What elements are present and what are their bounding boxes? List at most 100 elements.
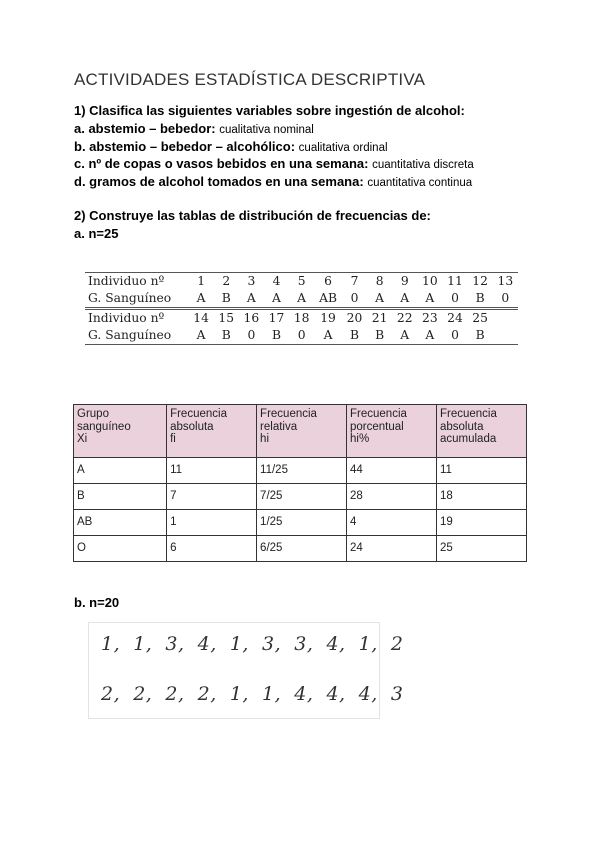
row-label: Individuo nº	[85, 272, 189, 290]
section-2-heading: 2) Construye las tablas de distribución …	[74, 208, 431, 223]
table-cell: 28	[346, 483, 437, 510]
raw-row: Individuo nº 1 2 3 4 5 6 7 8 9 10 11 12 13	[85, 272, 518, 290]
raw-cell: 14	[188, 307, 214, 327]
frequency-table: Grupo sanguíneo Xi Frecuencia absoluta fi Frec…	[72, 404, 528, 562]
variable-type: cuantitativa continua	[367, 176, 473, 189]
variable-name: a. abstemio – bebedor:	[74, 121, 216, 136]
raw-cell: B	[367, 327, 393, 345]
raw-cell: A	[314, 327, 342, 345]
raw-data-image-b: 1, 1, 3, 4, 1, 3, 3, 4, 1, 2 2, 2, 2, 2,…	[88, 622, 403, 719]
table-cell: 11	[166, 457, 258, 484]
header-line: Frecuencia	[439, 408, 497, 420]
raw-cell: 7	[341, 272, 368, 290]
raw-cell: 20	[341, 307, 368, 327]
table-row: O 6 6/25 24 25	[72, 535, 528, 562]
raw-cell: A	[392, 327, 418, 345]
empty-cell	[492, 327, 518, 345]
variable-name: c. nº de copas o vasos bebidos en una se…	[74, 156, 369, 171]
raw-cell: 0	[350, 291, 359, 305]
raw-cell: 10	[417, 272, 443, 290]
table-row: AB 1 1/25 4 19	[72, 509, 528, 536]
table-cell: 6	[166, 535, 258, 562]
table-cell: 1	[166, 509, 258, 536]
table-cell: 25	[435, 535, 528, 562]
raw-cell: 19	[314, 307, 342, 327]
header-line: absoluta	[170, 420, 214, 433]
raw-cell: B	[467, 327, 493, 345]
empty-cell	[492, 307, 518, 327]
section-1-heading: 1) Clasifica las siguientes variables so…	[74, 103, 465, 118]
column-header: Frecuencia absoluta fi	[166, 404, 258, 458]
table-row: B 7 7/25 28 18	[72, 483, 528, 510]
part-b-label: b. n=20	[74, 595, 120, 610]
raw-cell: 6	[314, 272, 342, 290]
raw-cell: B	[213, 327, 239, 345]
page-title: ACTIVIDADES ESTADÍSTICA DESCRIPTIVA	[74, 70, 426, 89]
raw-cell: 0	[501, 291, 510, 305]
variable-type: cualitativa ordinal	[298, 141, 388, 154]
table-cell: 1/25	[256, 509, 348, 536]
variable-name: b. abstemio – bebedor – alcohólico:	[74, 138, 296, 154]
raw-cell: A	[188, 327, 214, 345]
raw-cell: A	[425, 291, 435, 305]
header-line: relativa	[260, 420, 298, 433]
raw-cell: AB	[319, 291, 338, 305]
header-line: Frecuencia	[170, 408, 227, 420]
raw-cell: A	[272, 291, 281, 305]
table-cell: 7/25	[256, 483, 348, 510]
column-header: Frecuencia absoluta acumulada	[435, 404, 528, 458]
row-label: Individuo nº	[85, 307, 189, 327]
header-line: Xi	[77, 433, 88, 445]
header-line: Frecuencia	[350, 408, 407, 420]
variable-type: cuantitativa discreta	[372, 159, 474, 171]
table-cell: 44	[346, 457, 437, 484]
raw-cell: 9	[392, 272, 418, 290]
table-cell: 24	[346, 535, 437, 562]
raw-cell: A	[417, 327, 443, 345]
raw-cell: 16	[238, 307, 264, 327]
raw-cell: 17	[263, 307, 290, 327]
row-label: G. Sanguíneo	[88, 291, 172, 305]
variable-type: cualitativa nominal	[219, 124, 314, 136]
raw-cell: 22	[392, 307, 418, 327]
raw-row: Individuo nº 14 15 16 17 18 19 20 21 22 23 24 25	[85, 307, 518, 327]
raw-cell: 24	[442, 307, 468, 327]
column-header: Grupo sanguíneo Xi	[72, 404, 168, 458]
raw-cell: 3	[238, 272, 264, 290]
raw-cell: 0	[451, 291, 459, 305]
raw-cell: 23	[417, 307, 443, 327]
header-line: Grupo	[77, 408, 109, 420]
raw-cell: B	[475, 291, 485, 305]
variable-item: b. abstemio – bebedor – alcohólico: cual…	[74, 139, 388, 154]
raw-data-row: 2, 2, 2, 2, 1, 1, 4, 4, 4, 3	[101, 683, 404, 705]
raw-cell: 0	[238, 327, 264, 345]
table-cell: 19	[435, 509, 528, 536]
variable-item: c. nº de copas o vasos bebidos en una se…	[74, 156, 474, 171]
variable-item: a. abstemio – bebedor: cualitativa nomin…	[74, 121, 314, 136]
table-cell: B	[72, 483, 168, 510]
header-line: porcentual	[350, 420, 404, 433]
raw-cell: 4	[263, 272, 290, 290]
raw-cell: A	[375, 291, 385, 305]
raw-cell: 25	[467, 307, 493, 327]
raw-cell: A	[297, 291, 307, 305]
table-cell: 4	[346, 509, 437, 536]
raw-cell: B	[341, 327, 368, 345]
raw-cell: 0	[289, 327, 315, 345]
raw-cell: 15	[213, 307, 239, 327]
raw-data-table-a: Individuo nº 1 2 3 4 5 6 7 8 9 10 11 12 13 G. Sanguíne…	[85, 272, 518, 345]
header-line: acumulada	[439, 433, 497, 445]
header-line: Frecuencia	[260, 408, 317, 420]
raw-cell: 5	[289, 272, 315, 290]
table-cell: 11/25	[256, 457, 348, 484]
header-line: hi%	[350, 433, 370, 445]
raw-cell: 18	[289, 307, 315, 327]
raw-data-row: 1, 1, 3, 4, 1, 3, 3, 4, 1, 2	[101, 633, 404, 655]
part-a-label: a. n=25	[74, 226, 119, 241]
raw-cell: A	[400, 291, 410, 305]
raw-cell: B	[263, 327, 290, 345]
table-row: A 11 11/25 44 11	[72, 457, 528, 484]
raw-cell: A	[246, 291, 256, 305]
column-header: Frecuencia relativa hi	[256, 404, 348, 458]
header-line: hi	[260, 433, 269, 445]
